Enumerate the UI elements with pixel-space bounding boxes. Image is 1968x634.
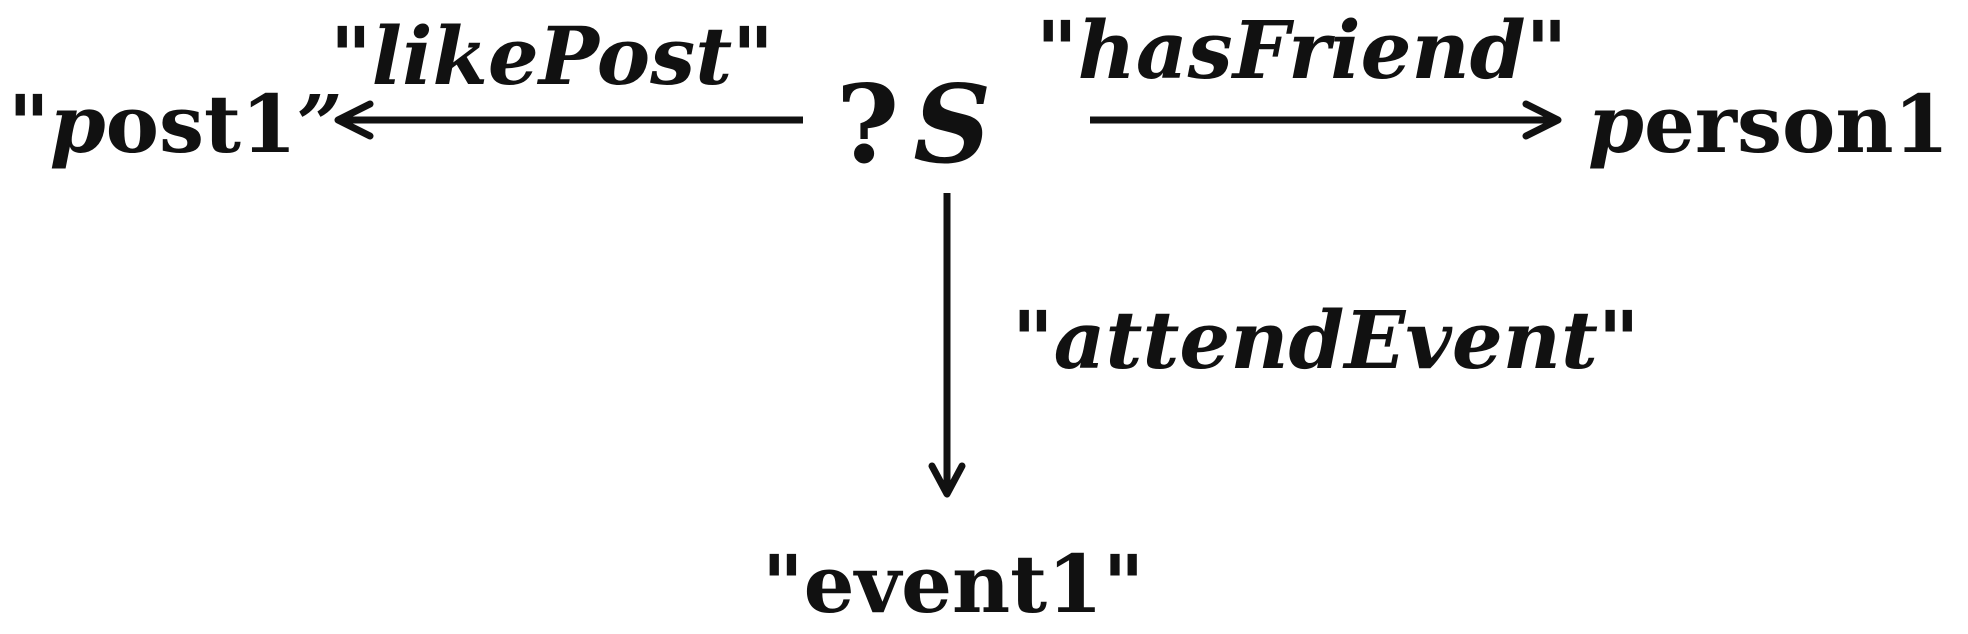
node-post1: "post1”: [8, 77, 343, 171]
person1-p: p: [1588, 77, 1644, 171]
node-subject-variable: ? S: [836, 62, 991, 188]
post1-rest: ost1: [106, 77, 297, 171]
subject-var-s: S: [913, 62, 991, 188]
post1-quote-open: ": [8, 77, 50, 171]
arrow-likepost: [334, 100, 803, 140]
edge-label-hasfriend: "hasFriend": [1036, 3, 1567, 97]
post1-p: p: [50, 77, 106, 171]
subject-question-mark: ?: [836, 62, 899, 188]
edge-label-attendevent: "attendEvent": [1012, 293, 1640, 387]
arrow-attendevent: [928, 193, 966, 498]
node-event1: "event1": [762, 537, 1144, 631]
person1-rest: erson1: [1644, 77, 1949, 171]
arrow-hasfriend: [1090, 100, 1562, 140]
edge-label-likepost: "likePost": [330, 9, 774, 103]
post1-quote-close: ”: [297, 77, 343, 171]
node-person1: person1: [1588, 77, 1949, 171]
